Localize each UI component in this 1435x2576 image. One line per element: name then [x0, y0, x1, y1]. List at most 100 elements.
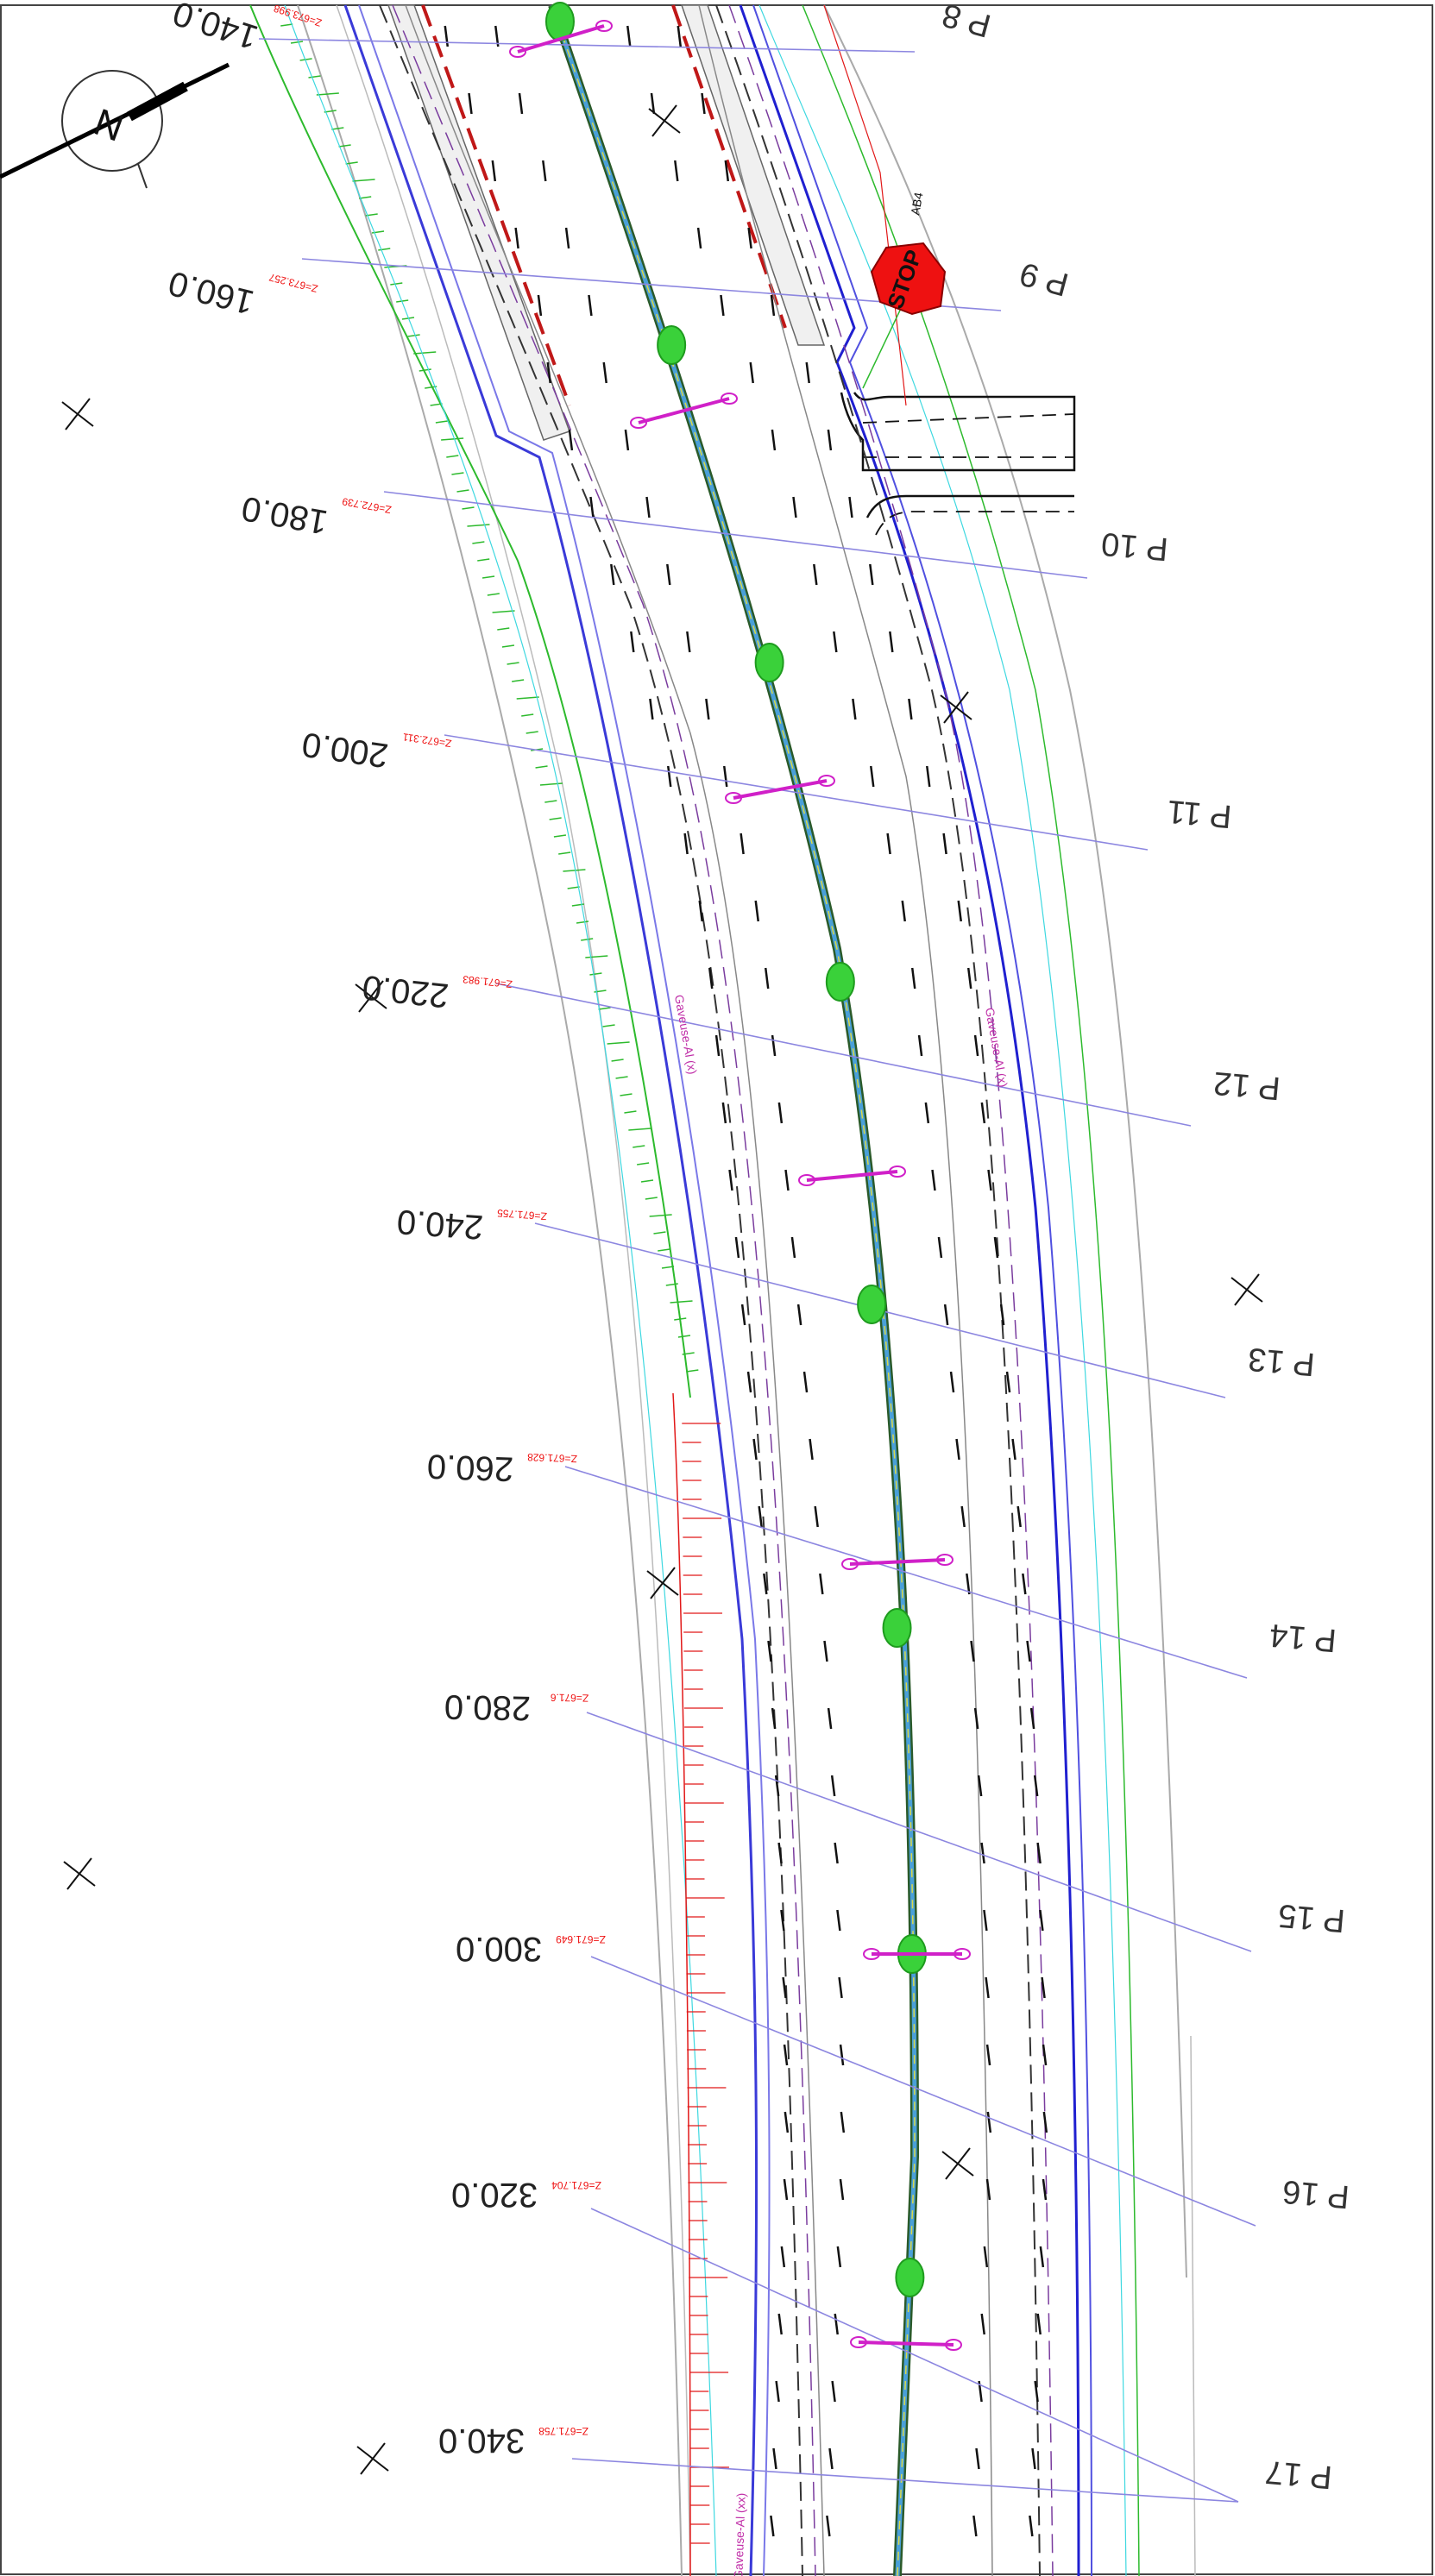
lane-dash [624, 429, 630, 451]
lane-dash [740, 832, 745, 855]
lane-dash [827, 429, 833, 451]
axis-marker [882, 1608, 912, 1648]
red-line-top-right [823, 4, 907, 406]
drain-end [818, 775, 835, 787]
north-label: N [89, 100, 129, 149]
lane-label-right: Gaveuse-Al (x) [983, 1007, 1010, 1089]
profile-label: P 13 [1247, 1341, 1317, 1383]
axis-marker [657, 325, 687, 365]
station-label: 280.0 [444, 1687, 532, 1727]
slope-line-left [249, 4, 691, 1398]
hatch-tick [682, 1352, 695, 1355]
lane-dash [836, 1909, 841, 1932]
section-line [495, 983, 1192, 1127]
red-element-line [672, 1392, 691, 2576]
station-label: 340.0 [438, 2422, 525, 2460]
drain-line [806, 1170, 898, 1182]
lane-dash [1022, 1573, 1027, 1595]
axis-marker [754, 643, 784, 682]
survey-cross-b [1234, 1273, 1260, 1306]
lane-dash [1039, 1909, 1044, 1932]
hatch-tick [620, 1093, 633, 1096]
station-label: 300.0 [456, 1930, 542, 1968]
lane-dash [602, 361, 607, 384]
lane-dash [491, 160, 497, 182]
lane-dash [747, 227, 752, 249]
lane-dash [546, 361, 551, 384]
lane-dash [752, 1438, 758, 1461]
elevation-label: Z=673.257 [267, 271, 319, 295]
drain-end [841, 1558, 859, 1570]
lane-dash [1005, 1371, 1011, 1393]
lane-dash [724, 160, 730, 182]
hatch-tick [585, 955, 608, 958]
drain-end [595, 20, 613, 32]
hatch-tick [316, 92, 339, 96]
hatch-tick [602, 1024, 615, 1027]
lane-dash [924, 1102, 930, 1124]
lane-dash [714, 1034, 721, 1057]
hatch-tick [633, 1145, 645, 1148]
hatch-tick [653, 1231, 666, 1235]
hatch-tick [567, 886, 580, 889]
hatch-tick [492, 610, 515, 613]
lane-dash [720, 294, 725, 317]
drain-line [733, 779, 828, 800]
hatch-tick [331, 127, 344, 130]
hatch-tick [308, 75, 321, 79]
station-label: 240.0 [395, 1203, 484, 1247]
lane-dash [830, 1775, 836, 1797]
elevation-label: Z=671.649 [556, 1933, 606, 1945]
hatch-tick [467, 524, 490, 527]
lane-dash [1011, 1438, 1016, 1461]
lane-dash [983, 1909, 988, 1932]
lane-dash [823, 1640, 828, 1662]
drain-line [849, 1558, 946, 1566]
hatch-tick [413, 351, 437, 355]
red-dash-right [671, 4, 787, 329]
cyan-line-right [758, 4, 1127, 2576]
lane-dash [980, 1102, 986, 1124]
hatch-tick [507, 662, 519, 665]
lane-dash [993, 1236, 999, 1259]
lane-dash [701, 92, 706, 115]
hatch-tick [624, 1110, 637, 1114]
lane-dash [973, 1034, 979, 1057]
boundary-left [297, 4, 683, 2576]
lane-dash [966, 967, 972, 990]
hatch-tick [677, 1335, 691, 1338]
lane-dash [826, 2515, 831, 2537]
edge-blue-left-b [358, 4, 771, 2576]
lane-dash [589, 496, 595, 518]
lane-dash [1041, 1976, 1046, 1999]
hatch-tick [539, 782, 563, 786]
section-line [590, 1956, 1256, 2227]
hatch-tick [338, 144, 351, 148]
red-element-ticks [682, 1423, 729, 2544]
drain-end [945, 2339, 962, 2351]
section-line [258, 38, 916, 53]
drain-line [517, 24, 605, 53]
lane-dash [838, 1976, 843, 1999]
lane-dash [767, 1640, 772, 1662]
profile-label: P 11 [1166, 793, 1233, 834]
lane-dash [840, 2111, 846, 2133]
lane-dash [834, 1842, 839, 1864]
north-arrow: N [0, 62, 230, 189]
hatch-tick [645, 1197, 658, 1200]
lane-dash [790, 1236, 796, 1259]
section-line [590, 2208, 1239, 2503]
elevation-label: Z=671.758 [538, 2425, 588, 2437]
lane-dash [774, 1775, 780, 1797]
drain-end [721, 393, 738, 405]
lane-dash [833, 631, 838, 653]
lane-dash [777, 2313, 783, 2335]
hatch-tick [558, 851, 571, 855]
hatch-tick [640, 1179, 654, 1183]
lane-dash [630, 631, 635, 653]
lane-dash [831, 2380, 836, 2403]
lane-dash [782, 1976, 787, 1999]
lane-dash [537, 294, 543, 317]
hatch-tick [665, 1283, 678, 1286]
